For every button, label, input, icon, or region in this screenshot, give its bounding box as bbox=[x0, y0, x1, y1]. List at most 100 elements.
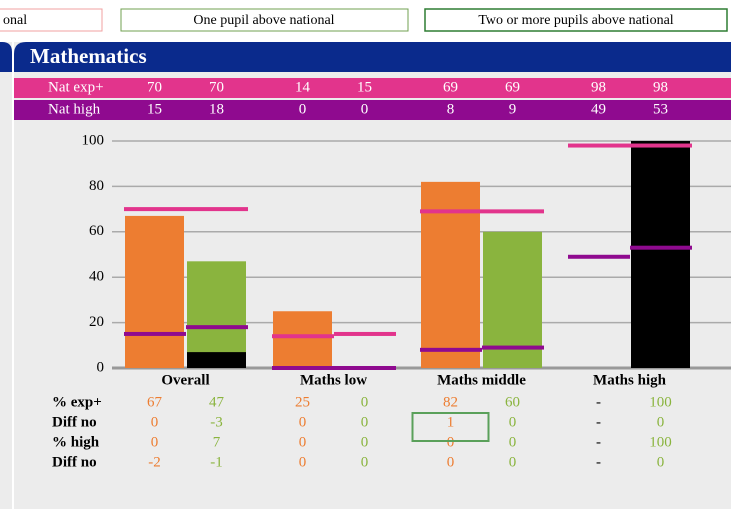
reference-value: 0 bbox=[361, 101, 369, 117]
panel-header bbox=[14, 42, 731, 72]
legend-label: onal bbox=[3, 13, 27, 28]
reference-line bbox=[482, 345, 544, 350]
row-label: % exp+ bbox=[52, 394, 102, 410]
reference-line bbox=[186, 325, 248, 330]
reference-line bbox=[272, 334, 334, 339]
cell-value: 0 bbox=[361, 454, 369, 470]
category-label: Maths low bbox=[300, 372, 367, 388]
cell-value: - bbox=[596, 454, 601, 470]
reference-value: 69 bbox=[443, 79, 458, 95]
cell-value: -1 bbox=[210, 454, 223, 470]
panel-title: Mathematics bbox=[30, 44, 147, 68]
cell-value: 100 bbox=[649, 434, 672, 450]
cell-value: 0 bbox=[151, 414, 159, 430]
category-label: Overall bbox=[161, 372, 209, 388]
cell-value: 60 bbox=[505, 394, 520, 410]
legend-box bbox=[0, 8, 103, 32]
reference-line bbox=[630, 245, 692, 250]
cell-highlight bbox=[411, 412, 490, 442]
cell-value: 0 bbox=[657, 414, 665, 430]
reference-value: 49 bbox=[591, 101, 606, 117]
bar bbox=[273, 311, 332, 368]
high-bar bbox=[187, 352, 246, 368]
reference-value: 98 bbox=[653, 79, 668, 95]
cell-value: 1 bbox=[447, 414, 455, 430]
reference-line bbox=[568, 143, 630, 148]
category-label: Maths middle bbox=[437, 372, 526, 388]
row-label: % high bbox=[52, 434, 100, 450]
cell-value: -3 bbox=[210, 414, 223, 430]
y-tick-label: 40 bbox=[89, 269, 104, 285]
cell-value: - bbox=[596, 394, 601, 410]
reference-label: Nat high bbox=[48, 101, 101, 117]
reference-value: 98 bbox=[591, 79, 606, 95]
reference-value: 70 bbox=[209, 79, 224, 95]
cell-value: - bbox=[596, 434, 601, 450]
cell-value: 0 bbox=[299, 414, 307, 430]
cell-value: 82 bbox=[443, 394, 458, 410]
reference-band bbox=[14, 78, 731, 98]
cell-value: 0 bbox=[509, 414, 517, 430]
reference-band bbox=[14, 100, 731, 120]
left-panel-header bbox=[0, 42, 12, 72]
legend-label: One pupil above national bbox=[193, 13, 334, 28]
reference-value: 8 bbox=[447, 101, 455, 117]
y-tick-label: 80 bbox=[89, 178, 104, 194]
left-panel bbox=[0, 42, 12, 509]
reference-line bbox=[334, 331, 396, 336]
legend-box bbox=[120, 8, 409, 32]
reference-value: 9 bbox=[509, 101, 517, 117]
y-tick-label: 0 bbox=[97, 359, 105, 375]
legend-label: Two or more pupils above national bbox=[478, 13, 673, 28]
reference-line bbox=[482, 209, 544, 214]
reference-value: 53 bbox=[653, 101, 668, 117]
row-label: Diff no bbox=[52, 414, 97, 430]
reference-value: 70 bbox=[147, 79, 162, 95]
cell-value: 0 bbox=[361, 434, 369, 450]
reference-line bbox=[334, 366, 396, 370]
reference-line bbox=[568, 254, 630, 259]
reference-value: 69 bbox=[505, 79, 520, 95]
row-label: Diff no bbox=[52, 454, 97, 470]
reference-value: 15 bbox=[147, 101, 162, 117]
reference-line bbox=[186, 207, 248, 212]
reference-line bbox=[630, 143, 692, 148]
category-label: Maths high bbox=[593, 372, 667, 388]
reference-line bbox=[124, 331, 186, 336]
cell-value: 25 bbox=[295, 394, 310, 410]
reference-value: 15 bbox=[357, 79, 372, 95]
cell-value: 0 bbox=[151, 434, 159, 450]
y-tick-label: 100 bbox=[82, 132, 105, 148]
legend-box bbox=[424, 8, 728, 32]
cell-value: 0 bbox=[361, 414, 369, 430]
cell-value: 100 bbox=[649, 394, 672, 410]
cell-value: 0 bbox=[447, 434, 455, 450]
y-tick-label: 60 bbox=[89, 223, 104, 239]
bar bbox=[483, 231, 542, 368]
high-bar bbox=[631, 141, 690, 368]
cell-value: - bbox=[596, 414, 601, 430]
bar bbox=[125, 215, 184, 368]
reference-line bbox=[420, 209, 482, 214]
cell-value: -2 bbox=[148, 454, 161, 470]
cell-value: 0 bbox=[299, 454, 307, 470]
y-tick-label: 20 bbox=[89, 314, 104, 330]
cell-value: 0 bbox=[657, 454, 665, 470]
cell-value: 0 bbox=[509, 434, 517, 450]
reference-line bbox=[124, 207, 186, 212]
reference-value: 18 bbox=[209, 101, 224, 117]
cell-value: 0 bbox=[361, 394, 369, 410]
cell-value: 7 bbox=[213, 434, 221, 450]
bar bbox=[187, 261, 246, 368]
cell-value: 47 bbox=[209, 394, 225, 410]
reference-value: 0 bbox=[299, 101, 307, 117]
reference-line bbox=[272, 366, 334, 370]
reference-line bbox=[420, 347, 482, 352]
reference-value: 14 bbox=[295, 79, 311, 95]
reference-label: Nat exp+ bbox=[48, 79, 104, 95]
cell-value: 67 bbox=[147, 394, 163, 410]
cell-value: 0 bbox=[299, 434, 307, 450]
cell-value: 0 bbox=[447, 454, 455, 470]
